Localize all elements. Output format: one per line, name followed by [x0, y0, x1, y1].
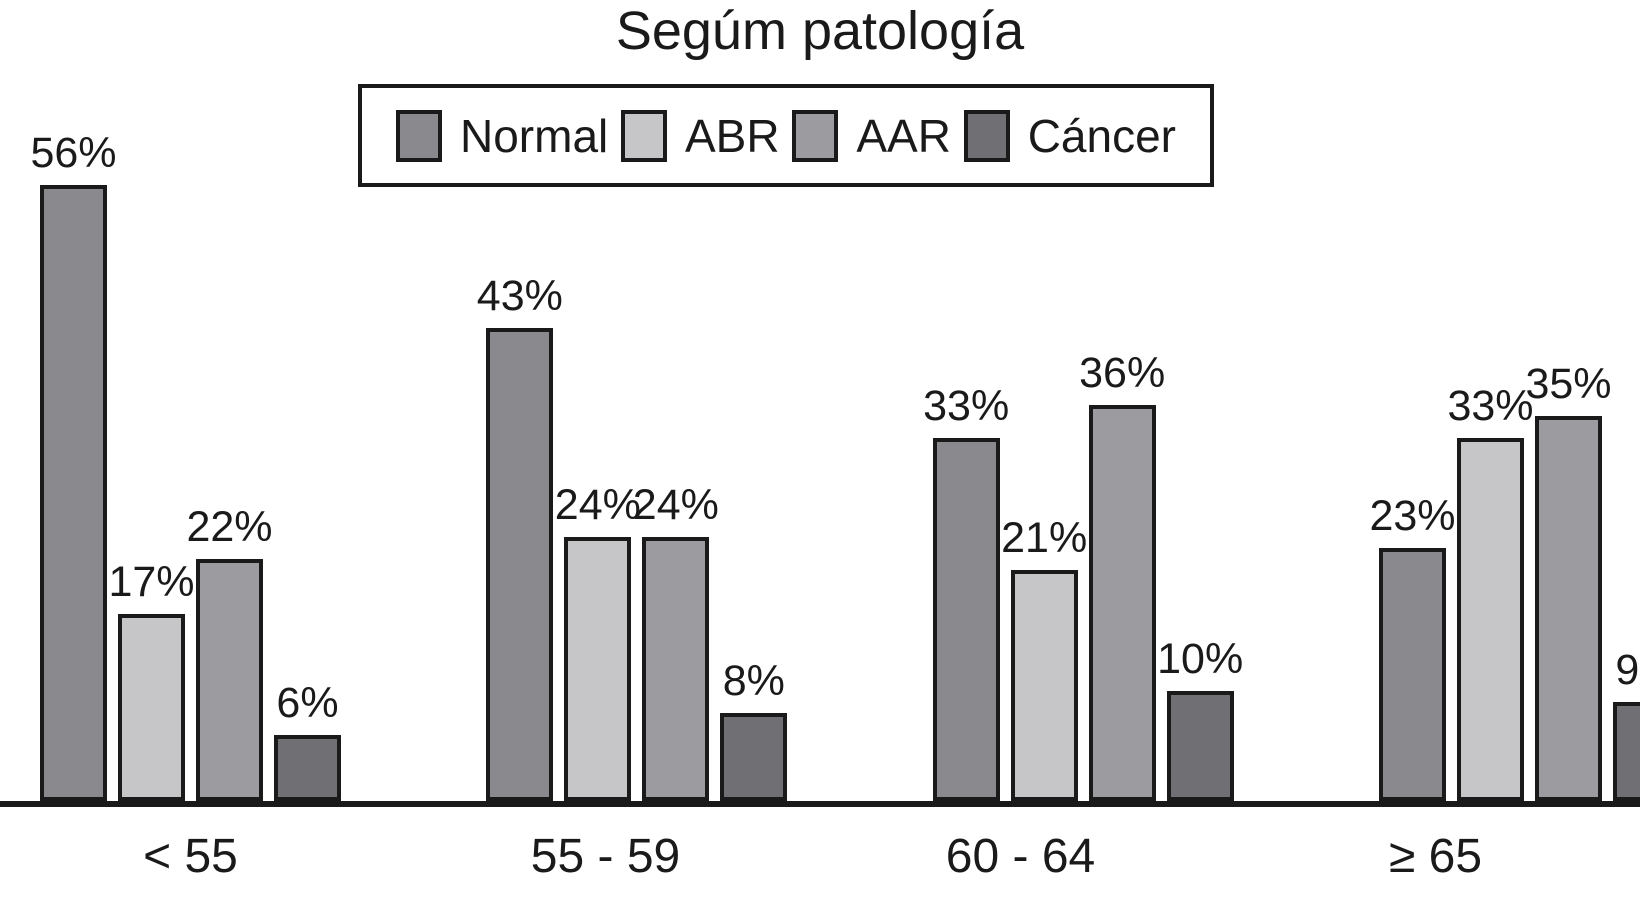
- bar-normal: [1378, 548, 1446, 801]
- bar-normal: [486, 328, 554, 801]
- bar-normal: [932, 438, 1000, 801]
- legend-label: ABR: [685, 109, 780, 162]
- bar-cell: 10%: [1157, 638, 1243, 801]
- bar-value-label: 36%: [1079, 349, 1166, 397]
- legend-swatch-icon: [963, 109, 1010, 162]
- x-axis-label: < 55: [143, 830, 238, 883]
- bar-value-label: 24%: [554, 481, 641, 529]
- bar-value-label: 8%: [722, 657, 785, 705]
- bar-abr: [1010, 570, 1078, 801]
- bar-cell: 22%: [186, 506, 273, 801]
- bar-cell: 17%: [108, 561, 195, 801]
- legend-label: Cáncer: [1027, 109, 1176, 162]
- bar-aar: [196, 559, 263, 801]
- bar-cell: 23%: [1369, 495, 1456, 801]
- bar-cell: 24%: [555, 484, 641, 801]
- bar-value-label: 56%: [30, 129, 117, 177]
- bar-group-2: 33% 21% 36% 10%: [923, 352, 1243, 801]
- bar-aar: [642, 537, 710, 801]
- bar-cáncer: [274, 735, 341, 801]
- bar-value-label: 17%: [108, 558, 195, 606]
- bar-value-label: 24%: [632, 481, 719, 529]
- bar-cell: 9%: [1612, 646, 1640, 801]
- bar-value-label: 43%: [476, 272, 563, 320]
- bar-aar: [1534, 416, 1602, 801]
- x-axis-labels: < 55 55 - 59 60 - 64 ≥ 65: [0, 814, 1640, 902]
- bar-cáncer: [1612, 702, 1640, 801]
- legend-item-aar: AAR: [792, 109, 951, 163]
- chart-title: Segúm patología: [615, 1, 1025, 61]
- bar-group-3: 23% 33%35% 9%: [1369, 363, 1640, 801]
- legend-item-abr: ABR: [621, 109, 780, 163]
- legend-item-normal: Normal: [396, 109, 608, 163]
- bar-value-label: 23%: [1369, 492, 1456, 540]
- bar-value-label: 10%: [1157, 635, 1244, 683]
- bar-normal: [40, 185, 107, 801]
- bar-cell: 56%: [30, 132, 117, 801]
- x-axis-label: ≥ 65: [1388, 830, 1483, 883]
- bar-cell: 35%: [1525, 363, 1612, 801]
- bar-value-label: 22%: [186, 503, 273, 551]
- legend: Normal ABR AAR Cáncer: [358, 84, 1214, 187]
- bar-cell: 36%: [1079, 352, 1165, 801]
- bar-value-label: 35%: [1525, 360, 1612, 408]
- bar-cell: 43%: [477, 275, 563, 801]
- bar-value-label: 6%: [276, 679, 339, 727]
- legend-swatch-icon: [621, 109, 667, 162]
- bar-cell: 21%: [1001, 517, 1087, 801]
- x-axis-label: 55 - 59: [530, 830, 681, 883]
- bar-abr: [1456, 438, 1524, 801]
- legend-swatch-icon: [396, 109, 442, 162]
- bar-cáncer: [1166, 691, 1234, 801]
- bar-abr: [118, 614, 185, 801]
- bar-abr: [564, 537, 632, 801]
- bar-value-label: 33%: [1447, 382, 1534, 430]
- bar-value-label: 33%: [923, 382, 1010, 430]
- bar-aar: [1088, 405, 1156, 801]
- bar-cell: 24%: [633, 484, 719, 801]
- plot-area: 56% 17% 22% 6% 43% 24% 24% 8% 33% 21% 36% 10% 23% 33%…: [0, 129, 1640, 807]
- legend-swatch-icon: [792, 109, 839, 162]
- bar-cell: 6%: [274, 682, 341, 801]
- bar-group-1: 43% 24% 24% 8%: [477, 275, 788, 801]
- x-axis-label: 60 - 64: [945, 830, 1096, 883]
- bar-value-label: 21%: [1001, 514, 1088, 562]
- legend-label: Normal: [460, 109, 609, 162]
- bar-value-label: 9%: [1615, 646, 1640, 694]
- bar-cell: 8%: [720, 657, 788, 801]
- bar-cáncer: [720, 713, 788, 801]
- bar-group-0: 56% 17% 22% 6%: [30, 132, 341, 801]
- legend-item-cáncer: Cáncer: [963, 109, 1176, 163]
- legend-label: AAR: [856, 109, 951, 162]
- bar-cell: 33%: [923, 385, 1009, 801]
- bar-cell: 33%: [1447, 385, 1534, 801]
